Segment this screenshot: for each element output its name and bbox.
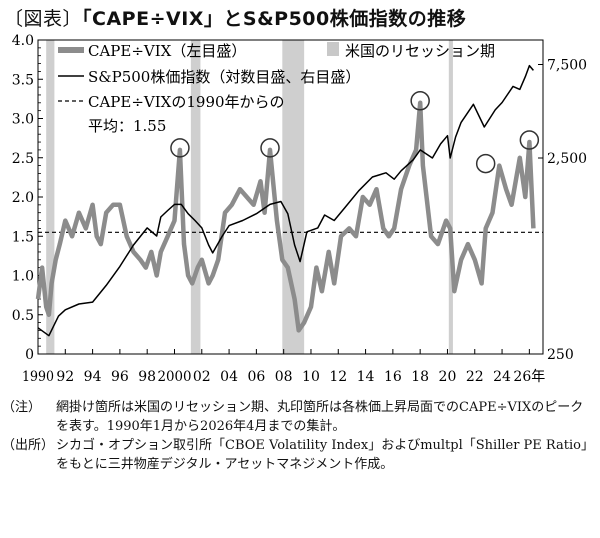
note-label: （注） [2,400,42,415]
peak-circle [519,130,540,150]
x-tick-label: 16 [384,369,402,385]
right-tick-label: 7,500 [547,57,587,73]
x-tick-label: 12 [329,369,347,385]
x-tick-label: 04 [220,369,238,385]
chart-title: 「CAPE÷VIX」とS&P500株価指数の推移 [82,8,467,30]
axes: 0 0.5 1.0 1.5 2.0 2.5 3.0 3.5 4.0 250 2,500 7,500 19… [12,33,587,385]
x-tick-label: 06 [247,369,265,385]
x-tick-label: 92 [56,369,74,385]
left-tick-label: 3.0 [12,112,34,128]
legend-label-cape: CAPE÷VIX（左目盛） [88,42,246,60]
left-tick-label: 2.5 [12,151,34,167]
x-tick-label: 98 [138,369,156,385]
left-tick-label: 2.0 [12,190,34,206]
source-text: シカゴ・オプション取引所「CBOE Volatility Index」およびmu… [56,438,594,472]
source-row: （出所） シカゴ・オプション取引所「CBOE Volatility Index」… [2,436,596,474]
peak-markers [170,91,540,174]
x-tick-label: 94 [84,369,102,385]
figure-tag: 〔図表〕 [4,8,83,30]
source-label: （出所） [2,438,55,453]
recession-band [190,40,201,354]
x-tick-label: 20 [439,369,457,385]
x-tick-label: 24 [493,369,511,385]
chart-svg: 0 0.5 1.0 1.5 2.0 2.5 3.0 3.5 4.0 250 2,500 7,500 19… [12,33,587,385]
peak-circle [170,138,190,158]
recession-band [46,40,55,354]
legend-label-recession: 米国のリセッション期 [345,42,495,60]
peak-circle [475,153,496,174]
x-tick-label: 10 [302,369,320,385]
x-tick-label: 14 [357,369,375,385]
right-tick-label: 2,500 [547,151,587,167]
sp500-line [37,64,534,337]
cape-vix-series [35,100,536,333]
x-tick-label: 22 [466,369,484,385]
x-tick-label: 1990 [22,369,54,385]
x-tick-label: 26年 [513,369,545,385]
sp500-series [37,64,534,337]
notes: （注） 網掛け箇所は米国のリセッション期、丸印箇所は各株価上昇局面でのCAPE÷… [2,398,596,474]
x-tick-label: 18 [411,369,429,385]
x-tick-label: 2000 [157,369,191,385]
left-tick-label: 1.5 [12,229,34,245]
x-tick-label: 08 [275,369,293,385]
left-tick-label: 0.5 [12,308,34,324]
recession-band [282,40,305,354]
left-tick-label: 1.0 [12,269,34,285]
cape-vix-line [35,100,536,333]
left-tick-label: 0 [25,347,34,363]
peak-circle [260,138,280,158]
chart-heading: 〔図表〕「CAPE÷VIX」とS&P500株価指数の推移 [4,4,466,31]
note-text: 網掛け箇所は米国のリセッション期、丸印箇所は各株価上昇局面でのCAPE÷VIXの… [56,400,584,434]
recession-band [448,40,453,354]
legend-label-sp500: S&P500株価指数（対数目盛、右目盛） [88,68,360,86]
peak-circle [410,91,430,111]
legend-swatch-recession [327,42,339,56]
x-tick-label: 96 [111,369,129,385]
left-tick-label: 4.0 [12,33,34,49]
x-tick-label: 02 [193,369,211,385]
right-tick-label: 250 [547,347,574,363]
legend-label-average-1: CAPE÷VIXの1990年からの [88,93,285,111]
left-tick-label: 3.5 [12,72,34,88]
note-row: （注） 網掛け箇所は米国のリセッション期、丸印箇所は各株価上昇局面でのCAPE÷… [2,398,596,436]
legend-label-average-2: 平均：1.55 [88,117,166,135]
legend: CAPE÷VIX（左目盛） 米国のリセッション期 S&P500株価指数（対数目盛… [58,42,495,135]
